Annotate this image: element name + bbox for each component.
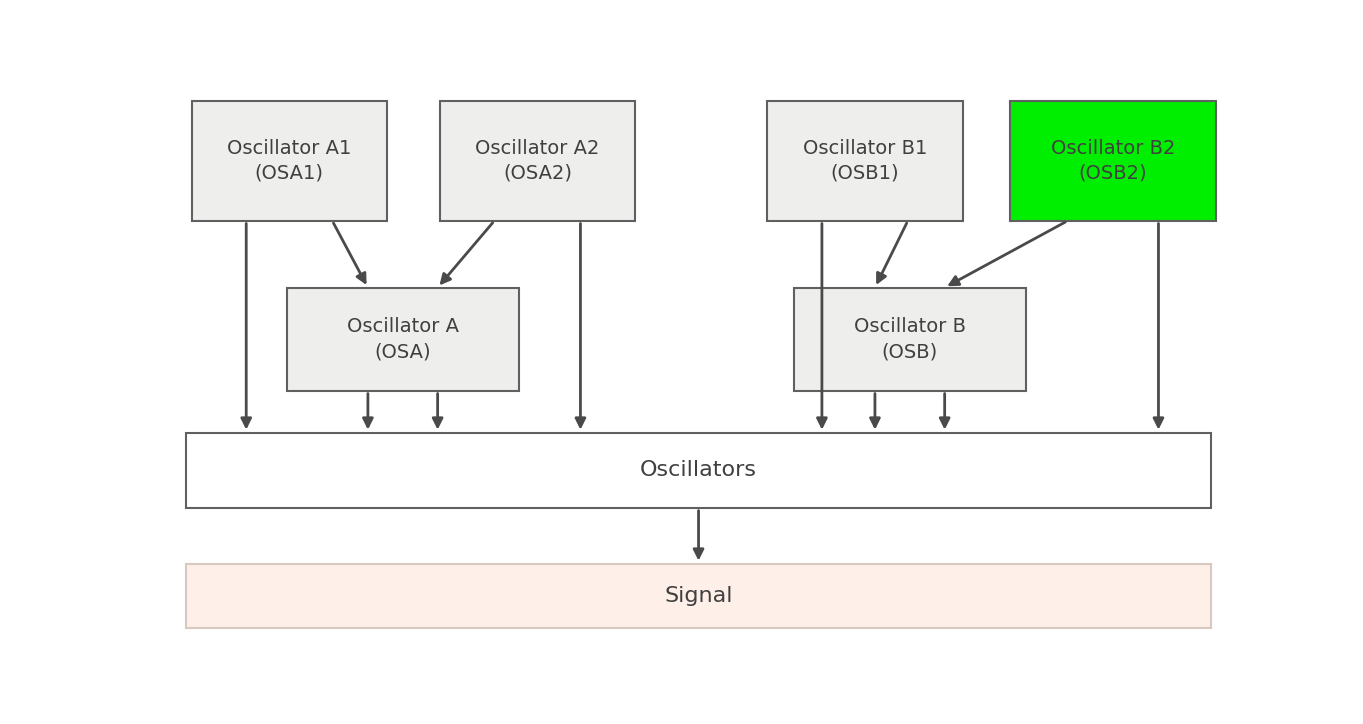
Text: Oscillator A1
(OSA1): Oscillator A1 (OSA1) xyxy=(228,139,352,182)
FancyBboxPatch shape xyxy=(286,287,519,391)
Text: Oscillator B2
(OSB2): Oscillator B2 (OSB2) xyxy=(1051,139,1175,182)
Text: Oscillator B1
(OSB1): Oscillator B1 (OSB1) xyxy=(803,139,927,182)
Text: Signal: Signal xyxy=(664,586,733,605)
Text: Oscillator B
(OSB): Oscillator B (OSB) xyxy=(853,317,966,361)
Text: Oscillator A
(OSA): Oscillator A (OSA) xyxy=(346,317,459,361)
FancyBboxPatch shape xyxy=(767,101,962,221)
Text: Oscillators: Oscillators xyxy=(641,460,756,480)
FancyBboxPatch shape xyxy=(1010,101,1216,221)
FancyBboxPatch shape xyxy=(191,101,387,221)
Text: Oscillator A2
(OSA2): Oscillator A2 (OSA2) xyxy=(476,139,600,182)
FancyBboxPatch shape xyxy=(793,287,1026,391)
FancyBboxPatch shape xyxy=(187,563,1210,628)
FancyBboxPatch shape xyxy=(440,101,635,221)
FancyBboxPatch shape xyxy=(187,432,1210,508)
